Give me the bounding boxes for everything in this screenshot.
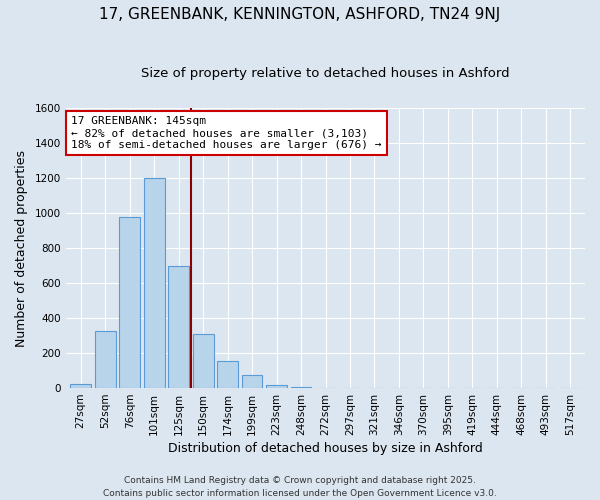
Bar xyxy=(168,266,189,388)
Y-axis label: Number of detached properties: Number of detached properties xyxy=(15,150,28,346)
Bar xyxy=(266,384,287,388)
Bar xyxy=(217,361,238,388)
Bar xyxy=(119,218,140,388)
Bar xyxy=(290,386,311,388)
Text: Contains HM Land Registry data © Crown copyright and database right 2025.
Contai: Contains HM Land Registry data © Crown c… xyxy=(103,476,497,498)
Text: 17 GREENBANK: 145sqm
← 82% of detached houses are smaller (3,103)
18% of semi-de: 17 GREENBANK: 145sqm ← 82% of detached h… xyxy=(71,116,382,150)
Bar xyxy=(144,178,164,388)
Title: Size of property relative to detached houses in Ashford: Size of property relative to detached ho… xyxy=(141,68,510,80)
Text: 17, GREENBANK, KENNINGTON, ASHFORD, TN24 9NJ: 17, GREENBANK, KENNINGTON, ASHFORD, TN24… xyxy=(100,8,500,22)
Bar xyxy=(70,384,91,388)
X-axis label: Distribution of detached houses by size in Ashford: Distribution of detached houses by size … xyxy=(168,442,483,455)
Bar xyxy=(242,375,262,388)
Bar xyxy=(193,334,214,388)
Bar xyxy=(95,331,116,388)
